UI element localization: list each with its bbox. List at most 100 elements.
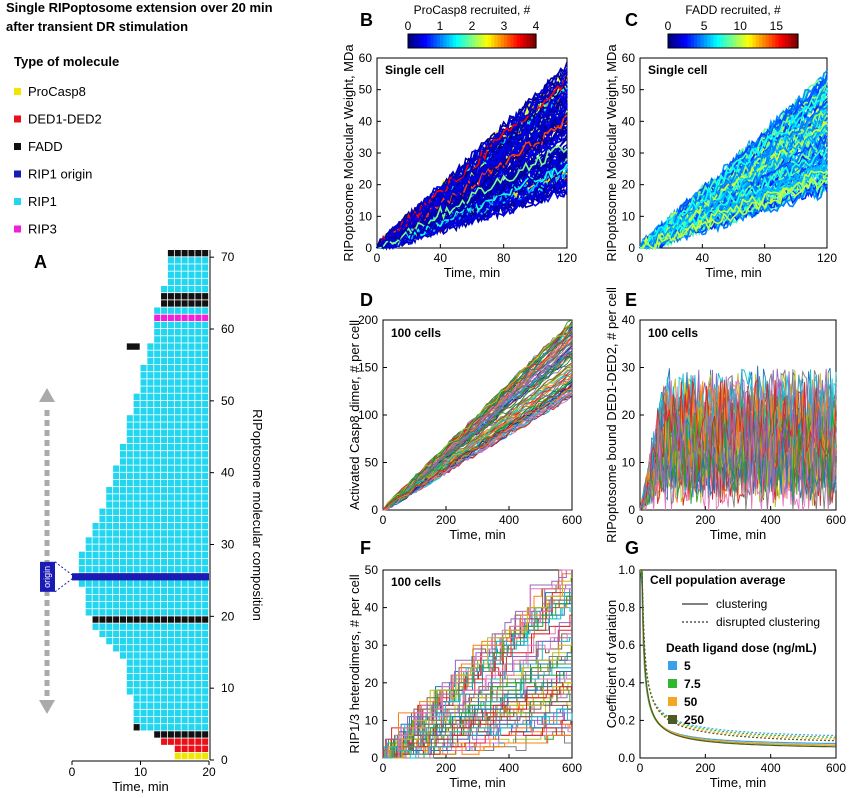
grid-cell <box>167 688 174 695</box>
grid-cell <box>181 372 188 379</box>
colorbar-segment <box>430 34 435 48</box>
y-tick-label: 0.8 <box>618 601 635 615</box>
series-line-50 <box>640 569 836 740</box>
grid-cell <box>174 566 181 573</box>
grid-cell <box>195 680 202 688</box>
grid-cell <box>147 594 154 602</box>
grid-cell <box>167 264 174 271</box>
series-line <box>639 377 837 511</box>
colorbar-segment <box>690 34 695 48</box>
grid-cell <box>113 616 120 623</box>
grid-cell <box>174 522 181 530</box>
inset-label: 100 cells <box>648 326 698 340</box>
grid-cell <box>167 724 174 731</box>
colorbar-segment <box>781 34 786 48</box>
grid-cell <box>174 716 181 724</box>
grid-cell <box>119 443 126 451</box>
grid-cell <box>140 680 147 688</box>
grid-cell <box>154 429 161 436</box>
grid-cell <box>147 422 154 429</box>
grid-cell <box>154 716 161 724</box>
grid-cell <box>99 601 106 609</box>
y-tick-label: 0 <box>371 751 378 765</box>
grid-cell <box>126 673 133 681</box>
grid-cell <box>174 738 181 745</box>
grid-cell <box>181 350 188 357</box>
grid-cell <box>181 666 188 673</box>
grid-cell <box>167 472 174 480</box>
grid-cell <box>147 666 154 673</box>
grid-cell <box>174 393 181 401</box>
grid-cell <box>202 659 209 666</box>
grid-cell <box>188 544 195 551</box>
y-tick-label: 10 <box>365 713 379 727</box>
grid-cell <box>202 250 209 257</box>
grid-cell <box>161 566 168 573</box>
grid-cell <box>167 487 174 494</box>
grid-cell <box>202 264 209 271</box>
grid-cell <box>78 566 85 573</box>
dose-label-0: 5 <box>684 659 691 673</box>
grid-cell <box>161 652 168 659</box>
grid-cell <box>181 386 188 393</box>
grid-cell <box>133 673 140 681</box>
grid-cell <box>126 465 133 472</box>
grid-cell <box>113 551 120 559</box>
colorbar-segment <box>736 34 741 48</box>
grid-cell <box>133 494 140 501</box>
series-line <box>383 577 572 759</box>
grid-cell <box>195 250 202 257</box>
grid-cell <box>154 372 161 379</box>
grid-cell <box>167 293 174 300</box>
grid-cell <box>99 616 106 623</box>
grid-cell <box>161 716 168 724</box>
colorbar-segment <box>523 34 527 48</box>
grid-cell <box>140 652 147 659</box>
colorbar-tick-label: 10 <box>734 19 748 33</box>
series-line <box>376 152 568 249</box>
grid-cell <box>195 293 202 300</box>
colorbar-segment <box>668 34 672 48</box>
y-tick-label: 40 <box>365 601 379 615</box>
grid-cell <box>147 451 154 458</box>
x-tick-label: 200 <box>695 761 715 775</box>
grid-cell <box>92 609 99 616</box>
grid-cell <box>181 400 188 408</box>
grid-cell <box>188 659 195 666</box>
series-line <box>383 682 572 759</box>
grid-cell <box>167 544 174 551</box>
grid-cell <box>188 321 195 329</box>
grid-cell <box>154 666 161 673</box>
grid-cell <box>147 508 154 515</box>
grid-cell <box>161 314 168 322</box>
grid-cell <box>195 580 202 587</box>
grid-cell <box>161 285 168 293</box>
grid-cell <box>195 709 202 717</box>
grid-cell <box>167 601 174 609</box>
grid-cell <box>167 530 174 537</box>
colorbar-segment <box>684 34 689 48</box>
grid-cell <box>133 544 140 551</box>
dose-legend-title: Death ligand dose (ng/mL) <box>666 641 817 655</box>
grid-cell <box>202 601 209 609</box>
grid-cell <box>161 702 168 709</box>
grid-cell <box>195 285 202 293</box>
grid-cell <box>92 623 99 630</box>
grid-cell <box>174 321 181 329</box>
grid-cell <box>140 594 147 602</box>
grid-cell <box>188 379 195 386</box>
figure-title-line1: Single RIPoptosome extension over 20 min <box>6 0 273 15</box>
grid-cell <box>167 314 174 322</box>
grid-cell <box>174 429 181 436</box>
grid-cell <box>202 530 209 537</box>
grid-cell <box>140 465 147 472</box>
grid-cell <box>174 458 181 465</box>
grid-cell <box>154 329 161 336</box>
grid-cell <box>126 522 133 530</box>
legend-swatch-1 <box>14 115 21 123</box>
dose-swatch-0 <box>668 661 677 670</box>
grid-cell <box>126 544 133 551</box>
grid-cell <box>174 443 181 451</box>
grid-cell <box>119 601 126 609</box>
